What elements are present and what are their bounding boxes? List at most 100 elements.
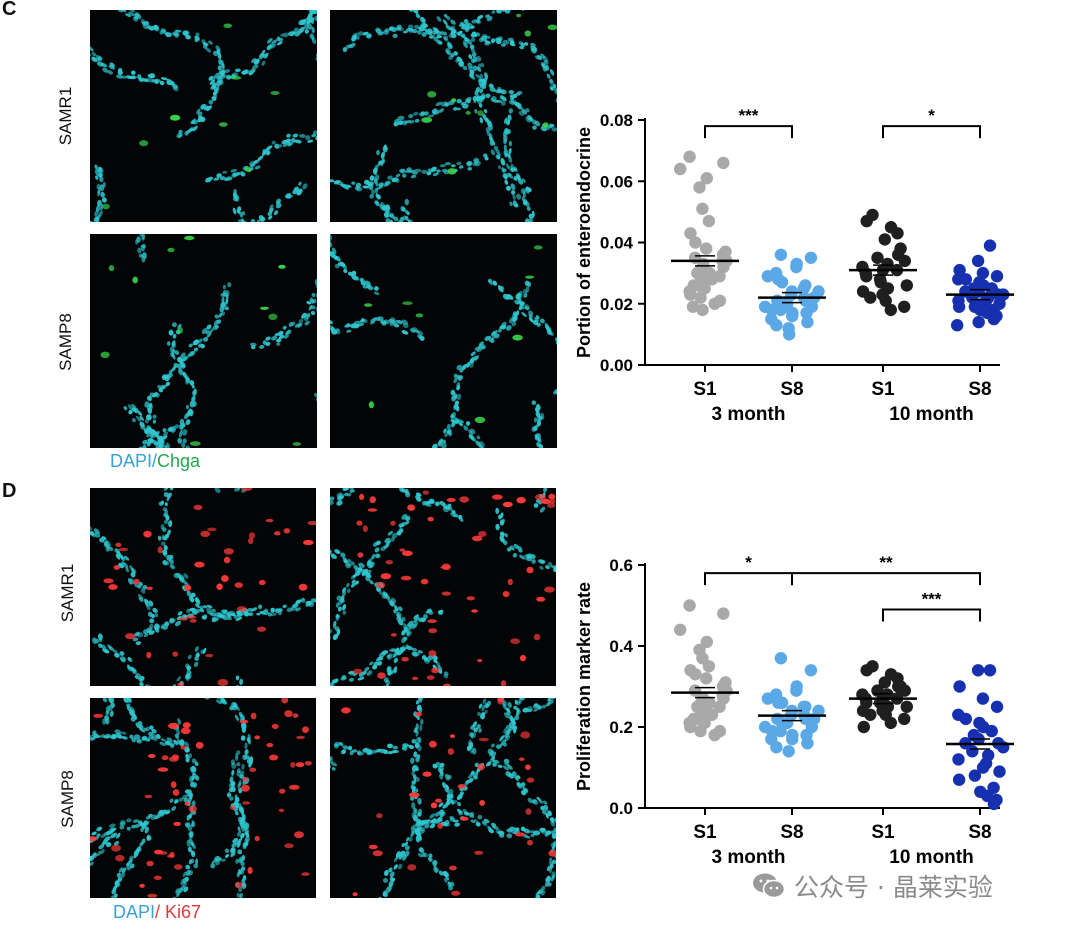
data-point (689, 236, 702, 249)
data-point (993, 765, 1006, 778)
data-point (952, 300, 966, 313)
data-point (790, 260, 803, 274)
data-point (693, 181, 706, 194)
data-point (976, 761, 990, 774)
data-point (953, 263, 966, 277)
watermark: 公众号 · 晶莱实验 (752, 868, 993, 904)
micrograph-image (330, 698, 556, 898)
y-axis-label: Proliferation marker rate (574, 582, 594, 791)
ki67-label: Ki67 (165, 902, 202, 922)
y-tick-label: 0.02 (600, 295, 633, 314)
micrograph-d-samp8-1 (90, 698, 316, 898)
data-point (713, 700, 726, 713)
data-point (959, 273, 972, 286)
panel-d-row-label-samp8: SAMP8 (58, 770, 77, 828)
micrograph-c-samr1-2 (330, 10, 557, 222)
data-point (765, 303, 779, 317)
data-point (898, 300, 911, 313)
data-point (951, 319, 964, 332)
y-tick-label: 0.6 (609, 556, 633, 575)
data-point (968, 769, 982, 782)
x-tick-label: S1 (693, 822, 717, 843)
significance-bracket (704, 125, 793, 139)
panel-c-stain-legend: DAPI/Chga (110, 451, 200, 472)
chart-proliferation: 0.0 0.2 0.4 0.6 Proliferation marker rate S1 S… (574, 553, 1014, 868)
data-point (700, 672, 713, 685)
data-point (976, 692, 990, 705)
micrograph-c-samr1-1 (90, 10, 317, 222)
data-point (686, 300, 700, 313)
data-point (971, 254, 985, 268)
micrograph-image (90, 234, 317, 448)
y-tick-label: 0.2 (609, 718, 633, 737)
y-tick-label: 0.4 (609, 637, 633, 656)
data-point (694, 724, 707, 738)
data-point (761, 692, 774, 705)
significance-bracket (791, 572, 981, 586)
data-point (761, 270, 774, 283)
data-point (782, 745, 795, 758)
data-point (952, 773, 966, 786)
data-point (860, 214, 873, 228)
data-point (708, 728, 721, 742)
x-tick-label: S1 (871, 822, 895, 843)
data-point (898, 684, 911, 697)
significance-label: *** (922, 590, 942, 609)
micrograph-c-samp8-2 (330, 234, 557, 448)
data-point (700, 172, 713, 185)
data-point (871, 251, 884, 264)
significance-label: *** (739, 106, 759, 125)
data-point (783, 328, 796, 341)
data-point (694, 291, 707, 304)
micrograph-d-samr1-1 (90, 488, 316, 686)
x-tick-label: S8 (780, 379, 803, 400)
panel-d-stain-legend: DAPI/ Ki67 (113, 902, 201, 923)
group-label: 3 month (712, 404, 786, 425)
significance-label: * (928, 106, 935, 125)
data-point (684, 288, 697, 301)
wechat-icon (753, 873, 786, 899)
data-point (864, 708, 877, 721)
micrograph-d-samr1-2 (330, 488, 556, 686)
data-point (878, 233, 891, 246)
data-point (801, 737, 814, 750)
data-point (775, 696, 789, 709)
data-point (689, 668, 702, 681)
y-tick-label: 0.04 (600, 234, 634, 253)
data-point (804, 251, 818, 264)
micrograph-c-samp8-1 (90, 234, 317, 448)
x-tick-label: S8 (968, 822, 991, 843)
data-point (683, 599, 696, 612)
data-point (864, 291, 877, 304)
data-point (804, 664, 818, 677)
data-point (696, 303, 709, 317)
significance-bracket (882, 608, 981, 622)
data-point (983, 664, 997, 677)
micrograph-image (330, 488, 556, 686)
panel-d-row-label-samr1: SAMR1 (58, 563, 77, 623)
y-tick-label: 0.08 (600, 111, 633, 130)
data-point (860, 270, 873, 283)
micrograph-image (90, 10, 317, 222)
data-point (775, 276, 789, 289)
legend-separator: / (155, 902, 166, 922)
data-point (717, 156, 730, 170)
micrograph-image (330, 234, 557, 448)
dapi-label: DAPI (113, 902, 156, 922)
data-point (790, 684, 803, 697)
dapi-label: DAPI (110, 451, 153, 471)
x-tick-label: S1 (871, 379, 895, 400)
data-point (797, 282, 810, 295)
data-point (705, 273, 719, 286)
data-point (800, 306, 813, 320)
data-point (770, 319, 783, 332)
data-point (702, 660, 716, 673)
group-label: 3 month (712, 847, 786, 868)
y-tick-label: 0.06 (600, 172, 633, 191)
significance-bracket (704, 572, 793, 586)
micrograph-d-samp8-2 (330, 698, 556, 898)
chart-enteroendocrine: 0.00 0.02 0.04 0.06 0.08 Portion of enteroend… (574, 106, 1014, 425)
data-point (884, 303, 897, 317)
panel-c-label: C (2, 0, 17, 20)
data-point (857, 720, 870, 734)
